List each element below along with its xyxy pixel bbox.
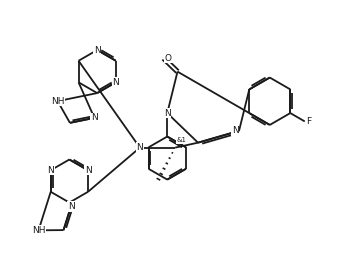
Text: O: O xyxy=(165,54,172,63)
Text: N: N xyxy=(47,166,54,175)
Text: N: N xyxy=(68,202,74,211)
Text: N: N xyxy=(85,166,91,175)
Text: NH: NH xyxy=(51,97,64,106)
Text: N: N xyxy=(232,126,239,135)
Text: N: N xyxy=(113,78,119,87)
Text: N: N xyxy=(94,46,101,55)
Text: &1: &1 xyxy=(177,137,187,143)
Text: N: N xyxy=(91,113,98,122)
Text: N: N xyxy=(137,143,143,152)
Text: N: N xyxy=(164,109,171,118)
Text: NH: NH xyxy=(32,226,45,235)
Text: F: F xyxy=(306,117,311,126)
